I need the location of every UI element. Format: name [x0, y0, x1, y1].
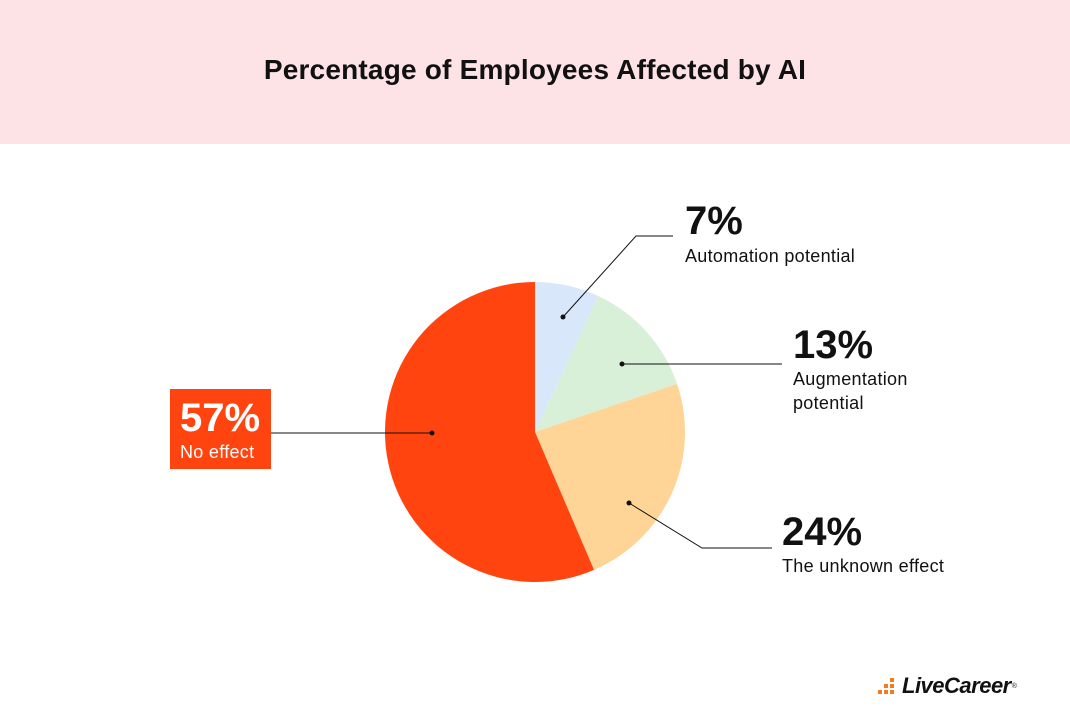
data-label-noeffect-box [170, 389, 271, 469]
logo-bars-icon [878, 678, 898, 694]
chart-title: Percentage of Employees Affected by AI [263, 54, 807, 85]
data-label-noeffect-pct: 57% [180, 396, 260, 440]
leader-dot-automation [560, 314, 566, 320]
data-label-augmentation-text-2: potential [793, 393, 864, 413]
leader-dot-unknown [626, 500, 632, 506]
data-label-augmentation-text-1: Augmentation [793, 369, 908, 389]
pie-slice-no-effect [384, 282, 595, 582]
leader-line-unknown [628, 502, 772, 549]
data-label-automation-pct: 7% [685, 199, 743, 243]
pie-slice-the-unknown-effect [535, 383, 685, 570]
leader-line-automation [562, 235, 673, 318]
data-label-unknown-pct: 24% [782, 510, 862, 554]
livecareer-logo: LiveCareer ® [878, 670, 1017, 702]
data-label-automation-text: Automation potential [685, 246, 855, 266]
title-banner: Percentage of Employees Affected by AI [0, 0, 1070, 144]
data-label-noeffect-text: No effect [180, 442, 254, 462]
leader-dot-noeffect [429, 430, 435, 436]
leader-dot-augmentation [619, 361, 625, 367]
logo-text: LiveCareer [902, 673, 1011, 698]
pie-slice-augmentation-potential [535, 296, 678, 432]
pie-slice-automation-potential [535, 281, 599, 432]
pie-slices [384, 281, 685, 582]
data-label-augmentation-pct: 13% [793, 323, 873, 367]
data-label-unknown-text: The unknown effect [782, 556, 944, 576]
